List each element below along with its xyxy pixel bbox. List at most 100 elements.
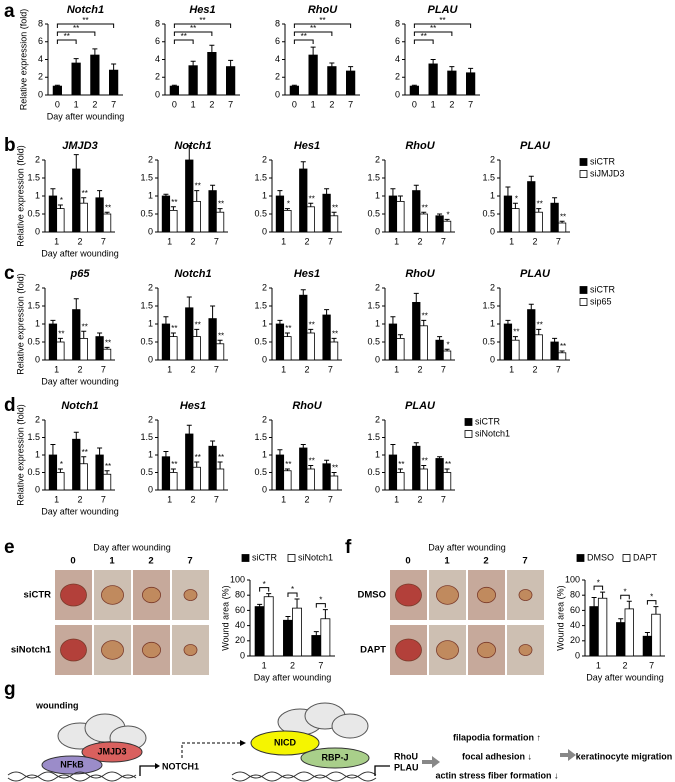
error-bar <box>210 305 216 319</box>
protein-label: NICD <box>274 737 296 747</box>
wound <box>101 585 124 605</box>
significance-bracket <box>293 31 333 36</box>
error-bar <box>163 193 169 196</box>
bar <box>169 472 178 491</box>
gene-label: NOTCH1 <box>162 761 199 771</box>
error-bar <box>92 48 98 56</box>
significance-label: ** <box>285 460 291 469</box>
chart-title: RhoU <box>308 4 338 16</box>
target-label: RhoU <box>394 751 418 761</box>
legend-label: siCTR <box>590 156 615 166</box>
x-tick-label: 0 <box>412 99 417 109</box>
bar <box>169 85 179 96</box>
y-tick-label: 0.5 <box>254 467 267 477</box>
significance-label: ** <box>218 200 224 209</box>
y-tick-label: 6 <box>38 36 43 46</box>
x-tick-label: 7 <box>556 236 561 246</box>
y-tick-label: 0 <box>262 226 267 236</box>
legend-label: sip65 <box>590 296 612 306</box>
error-bar <box>194 190 200 202</box>
x-tick-label: 2 <box>304 364 309 374</box>
error-bar <box>57 337 63 342</box>
error-bar <box>411 84 417 87</box>
error-bar <box>284 208 290 211</box>
y-tick-label: 0 <box>490 226 495 236</box>
error-bar <box>97 332 103 337</box>
panel-label: d <box>4 395 16 416</box>
y-tick-label: 1 <box>375 449 380 459</box>
error-bar <box>348 66 354 72</box>
significance-label: * <box>597 578 600 587</box>
significance-label: ** <box>285 324 291 333</box>
x-axis-label: Day after wounding <box>41 376 119 386</box>
y-tick-label: 4 <box>155 54 160 64</box>
bar <box>435 458 444 491</box>
significance-bracket <box>620 594 630 600</box>
error-bar <box>397 195 403 202</box>
x-tick-label: 7 <box>214 364 219 374</box>
bar <box>289 85 299 96</box>
photo-title: Day after wounding <box>428 542 506 552</box>
bar <box>299 294 308 361</box>
wound <box>518 644 533 656</box>
significance-label: * <box>447 340 450 349</box>
x-tick-label: 2 <box>77 494 82 504</box>
legend-swatch <box>579 286 588 294</box>
bar <box>327 66 337 96</box>
x-tick-label: 2 <box>77 236 82 246</box>
significance-label: ** <box>171 324 177 333</box>
wound <box>476 641 496 659</box>
x-tick-label: 2 <box>304 236 309 246</box>
legend-swatch <box>464 430 473 438</box>
row-label: DMSO <box>358 590 387 601</box>
x-tick-label: 1 <box>262 660 267 670</box>
significance-label: ** <box>58 330 64 339</box>
bar <box>419 468 428 491</box>
error-bar <box>284 468 290 471</box>
wound <box>141 586 161 604</box>
error-bar <box>104 211 110 214</box>
protein-shape <box>300 747 370 769</box>
y-tick-label: 0 <box>148 354 153 364</box>
x-tick-label: 1 <box>509 364 514 374</box>
x-tick-label: 1 <box>54 236 59 246</box>
bar <box>161 323 171 361</box>
day-label: 1 <box>109 556 115 567</box>
bar <box>442 220 452 233</box>
day-label: 7 <box>522 556 527 567</box>
arrow <box>422 756 440 768</box>
x-tick-label: 7 <box>328 494 333 504</box>
x-tick-label: 7 <box>328 236 333 246</box>
error-bar <box>57 468 63 473</box>
dna <box>231 771 377 779</box>
x-tick-label: 2 <box>417 364 422 374</box>
protein-label: JMJD3 <box>97 746 126 756</box>
x-tick-label: 7 <box>101 236 106 246</box>
y-tick-label: 0 <box>35 484 40 494</box>
y-tick-label: 1 <box>35 318 40 328</box>
y-tick-label: 0 <box>240 650 245 660</box>
error-bar <box>300 161 306 169</box>
y-tick-label: 0.5 <box>27 208 40 218</box>
y-tick-label: 0.5 <box>367 467 380 477</box>
wound <box>395 638 422 662</box>
y-tick-label: 0.5 <box>367 336 380 346</box>
bar <box>215 211 225 233</box>
bar <box>597 597 608 657</box>
error-bar <box>390 444 396 455</box>
legend-label: siNotch1 <box>475 428 510 438</box>
protein-shape <box>331 713 369 739</box>
x-tick-label: 0 <box>172 99 177 109</box>
protein-label: NFkB <box>60 759 84 769</box>
y-tick-label: 1.5 <box>254 432 267 442</box>
significance-label: ** <box>560 342 566 351</box>
x-axis-label: Day after wounding <box>41 506 119 516</box>
wound <box>436 585 459 605</box>
bar <box>412 445 421 491</box>
x-tick-label: 7 <box>441 494 446 504</box>
bar <box>329 215 339 233</box>
y-tick-label: 60 <box>235 605 245 615</box>
bar <box>95 454 104 491</box>
protein-shape <box>81 741 143 763</box>
error-bar <box>50 188 56 196</box>
